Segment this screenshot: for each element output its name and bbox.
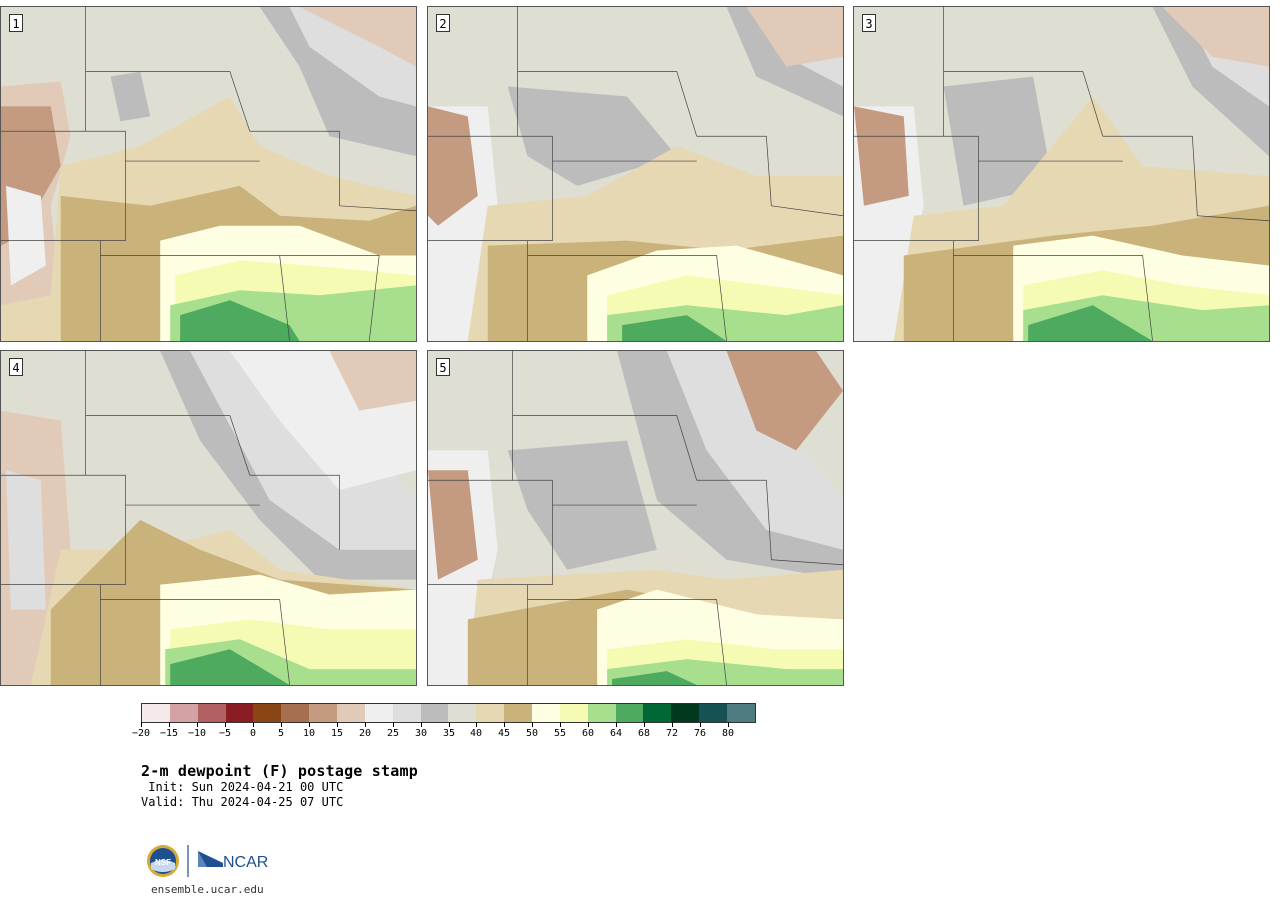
colorbar-tick xyxy=(337,722,338,727)
colorbar-tick xyxy=(449,722,450,727)
colorbar-tick-label: −20 xyxy=(131,728,151,739)
init-time: Init: Sun 2024-04-21 00 UTC xyxy=(141,780,344,794)
website-text: ensemble.ucar.edu xyxy=(151,883,264,896)
colorbar-tick xyxy=(421,722,422,727)
colorbar-swatch xyxy=(699,704,728,722)
colorbar-tick-label: 68 xyxy=(637,728,651,739)
colorbar-tick xyxy=(588,722,589,727)
colorbar-swatch xyxy=(253,704,282,722)
dewpoint-map-3 xyxy=(854,7,1269,341)
colorbar-swatch xyxy=(392,704,421,722)
dewpoint-map-5 xyxy=(428,351,843,685)
colorbar-tick xyxy=(393,722,394,727)
dewpoint-map-2 xyxy=(428,7,843,341)
colorbar-tick xyxy=(616,722,617,727)
colorbar-swatch xyxy=(532,704,560,722)
colorbar-tick-label: 40 xyxy=(469,728,483,739)
colorbar-tick-label: 72 xyxy=(665,728,679,739)
colorbar-tick xyxy=(281,722,282,727)
logo-group: NSF NCAR xyxy=(145,843,275,881)
colorbar-ticks: −20 −15 −10 −5 0 5 10 15 20 25 30 35 40 45 50 55 60 64 68 7… xyxy=(132,722,756,742)
colorbar-tick-label: −15 xyxy=(159,728,179,739)
colorbar-tick xyxy=(253,722,254,727)
colorbar-swatch xyxy=(225,704,254,722)
colorbar-swatch xyxy=(309,704,338,722)
colorbar-swatch xyxy=(364,704,393,722)
colorbar-tick xyxy=(309,722,310,727)
panel-label: 1 xyxy=(9,14,23,32)
colorbar-tick-label: 50 xyxy=(525,728,539,739)
colorbar-swatch xyxy=(197,704,226,722)
panel-label: 4 xyxy=(9,358,23,376)
colorbar-tick-label: 15 xyxy=(330,728,344,739)
colorbar-swatch xyxy=(281,704,310,722)
colorbar-swatch xyxy=(504,704,533,722)
colorbar-tick-label: 76 xyxy=(693,728,707,739)
colorbar xyxy=(141,703,756,723)
colorbar-swatch xyxy=(643,704,672,722)
colorbar-swatch xyxy=(420,704,449,722)
colorbar-tick xyxy=(225,722,226,727)
chart-title: 2-m dewpoint (F) postage stamp xyxy=(141,762,418,780)
colorbar-tick-label: 20 xyxy=(358,728,372,739)
colorbar-tick xyxy=(644,722,645,727)
colorbar-swatch xyxy=(559,704,588,722)
colorbar-tick-label: 60 xyxy=(581,728,595,739)
colorbar-swatch xyxy=(476,704,505,722)
colorbar-tick xyxy=(532,722,533,727)
colorbar-tick-label: 10 xyxy=(302,728,316,739)
dewpoint-map-1 xyxy=(1,7,416,341)
colorbar-tick-label: 45 xyxy=(497,728,511,739)
colorbar-tick xyxy=(169,722,170,727)
colorbar-swatch xyxy=(448,704,477,722)
colorbar-swatch xyxy=(671,704,700,722)
panel-label: 5 xyxy=(436,358,450,376)
stamp-panel-1: 1 xyxy=(0,6,417,342)
colorbar-tick xyxy=(672,722,673,727)
colorbar-swatch xyxy=(727,704,755,722)
colorbar-tick xyxy=(504,722,505,727)
colorbar-tick xyxy=(728,722,729,727)
colorbar-swatch xyxy=(587,704,616,722)
colorbar-tick-label: −5 xyxy=(218,728,232,739)
ncar-logo-text: NCAR xyxy=(223,854,268,871)
colorbar-tick xyxy=(365,722,366,727)
colorbar-tick xyxy=(141,722,142,727)
colorbar-swatch xyxy=(615,704,644,722)
ncar-logo-icon: NCAR xyxy=(198,851,268,871)
colorbar-tick-label: 35 xyxy=(442,728,456,739)
colorbar-swatch xyxy=(142,704,170,722)
nsf-logo-text: NSF xyxy=(155,858,171,867)
colorbar-tick-label: 5 xyxy=(277,728,285,739)
nsf-logo-icon: NSF xyxy=(147,845,179,877)
stamp-panel-2: 2 xyxy=(427,6,844,342)
colorbar-tick-label: 25 xyxy=(386,728,400,739)
colorbar-tick-label: 64 xyxy=(609,728,623,739)
stamp-panel-4: 4 xyxy=(0,350,417,686)
panel-label: 3 xyxy=(862,14,876,32)
stamp-panel-3: 3 xyxy=(853,6,1270,342)
stamp-panel-5: 5 xyxy=(427,350,844,686)
valid-time: Valid: Thu 2024-04-25 07 UTC xyxy=(141,795,344,809)
dewpoint-map-4 xyxy=(1,351,416,685)
colorbar-tick xyxy=(560,722,561,727)
colorbar-tick-label: 0 xyxy=(249,728,257,739)
colorbar-tick-label: 30 xyxy=(414,728,428,739)
panel-label: 2 xyxy=(436,14,450,32)
colorbar-tick xyxy=(197,722,198,727)
colorbar-tick xyxy=(476,722,477,727)
colorbar-swatch xyxy=(169,704,198,722)
colorbar-tick-label: 55 xyxy=(553,728,567,739)
colorbar-tick xyxy=(700,722,701,727)
colorbar-tick-label: −10 xyxy=(187,728,207,739)
colorbar-tick-label: 80 xyxy=(721,728,735,739)
colorbar-swatch xyxy=(337,704,365,722)
